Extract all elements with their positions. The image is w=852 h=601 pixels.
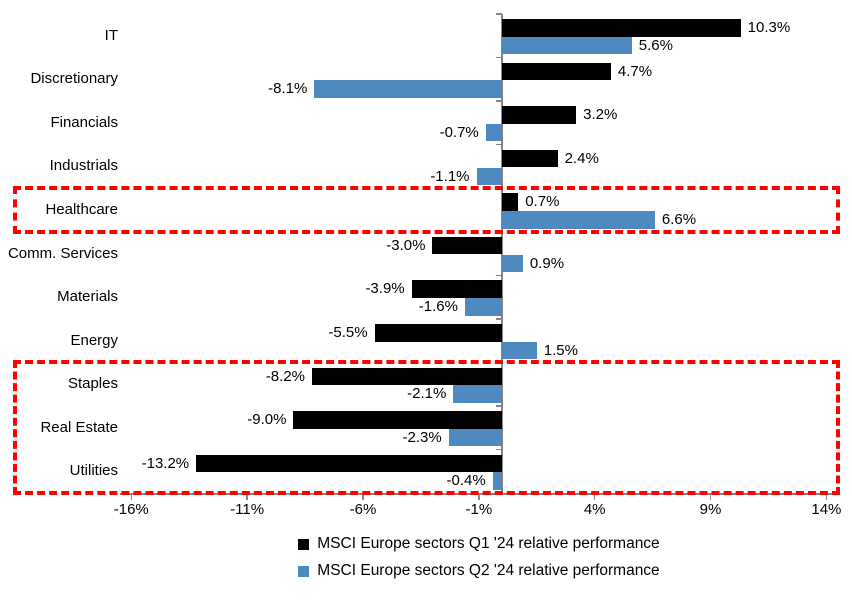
category-label-utilities: Utilities [69,462,118,480]
legend-label-q1: MSCI Europe sectors Q1 '24 relative perf… [317,535,660,552]
value-label-q2-discretionary: -8.1% [268,80,308,98]
bar-q1-industrials [502,149,558,168]
bar-q1-comm-services [432,236,502,255]
y-axis-tick [496,100,502,102]
x-tick-label: -6% [349,501,377,518]
y-axis-tick [496,405,502,407]
bar-q1-financials [502,106,577,124]
x-tick [246,493,248,500]
category-label-industrials: Industrials [49,157,118,175]
x-tick-label: -11% [230,501,265,518]
legend-swatch-q2-icon [298,565,310,577]
value-label-q2-comm-services: 0.9% [529,254,565,272]
value-label-q1-staples: -8.2% [265,367,305,385]
x-tick [593,493,596,500]
category-label-discretionary: Discretionary [30,70,118,88]
value-label-q2-utilities: -0.4% [446,472,486,490]
legend-item-q2: MSCI Europe sectors Q2 '24 relative perf… [298,561,660,581]
value-label-q1-healthcare: 0.7% [525,193,560,211]
bar-q2-industrials [476,167,502,186]
x-tick [362,493,364,500]
x-tick [825,493,828,500]
bar-q2-materials [464,298,502,316]
bar-q1-it [502,19,741,37]
category-label-real-estate: Real Estate [40,418,118,436]
value-label-q2-real-estate: -2.3% [402,428,442,446]
y-axis-tick [496,492,502,494]
bar-q1-staples [312,367,502,386]
bar-q2-discretionary [314,80,502,98]
value-label-q1-discretionary: 4.7% [617,62,653,80]
value-label-q2-industrials: -1.1% [430,167,470,185]
value-label-q1-financials: 3.2% [583,106,618,124]
bar-q2-utilities [492,472,502,490]
bar-q2-healthcare [502,211,655,229]
y-axis [501,14,503,493]
y-axis-tick [496,187,502,189]
bar-q1-healthcare [502,193,519,211]
value-label-q1-utilities: -13.2% [141,454,190,472]
value-label-q2-it: 5.6% [638,36,673,54]
bar-q1-discretionary [502,62,611,81]
y-axis-tick [496,274,502,277]
bar-q1-utilities [196,454,502,473]
bar-q2-staples [453,385,502,403]
y-axis-tick [496,143,502,146]
value-label-q1-real-estate: -9.0% [247,411,287,429]
y-axis-tick [496,13,502,15]
value-label-q2-energy: 1.5% [543,341,578,359]
bar-q2-it [502,36,632,55]
value-label-q2-healthcare: 6.6% [661,211,697,229]
value-label-q1-comm-services: -3.0% [386,236,426,254]
category-label-energy: Energy [70,331,118,349]
x-tick-label: -16% [113,501,149,518]
value-label-q1-energy: -5.5% [328,324,368,342]
x-tick [478,493,480,500]
bar-q2-comm-services [502,254,523,273]
legend-label-q2: MSCI Europe sectors Q2 '24 relative perf… [317,562,660,579]
x-tick-label: 4% [583,501,606,518]
value-label-q1-industrials: 2.4% [564,149,599,167]
y-axis-tick [496,361,502,364]
bar-q2-real-estate [448,428,502,447]
y-axis-tick [496,56,502,59]
y-axis-tick [496,230,502,233]
legend-swatch-q1-icon [298,538,310,550]
category-label-it: IT [104,26,118,44]
legend: MSCI Europe sectors Q1 '24 relative perf… [120,534,838,581]
bar-q2-financials [485,123,502,142]
category-label-comm-services: Comm. Services [7,244,118,262]
x-tick-label: 14% [811,501,842,518]
value-label-q2-financials: -0.7% [439,123,479,141]
value-label-q2-staples: -2.1% [407,385,447,403]
category-label-staples: Staples [67,375,118,393]
bar-q1-materials [411,280,502,298]
legend-item-q1: MSCI Europe sectors Q1 '24 relative perf… [298,534,660,554]
bar-q1-real-estate [293,411,502,429]
category-label-financials: Financials [50,113,118,131]
x-tick [709,493,712,500]
y-axis-tick [496,318,502,320]
category-label-healthcare: Healthcare [45,200,118,218]
category-label-materials: Materials [57,288,118,306]
value-label-q2-materials: -1.6% [418,298,458,316]
value-label-q1-it: 10.3% [747,19,791,37]
x-tick-label: 9% [699,501,722,518]
x-tick-label: -1% [465,501,493,518]
bar-q2-energy [502,341,537,360]
x-tick [130,493,133,500]
y-axis-tick [496,448,502,451]
value-label-q1-materials: -3.9% [365,280,405,298]
bar-q1-energy [374,324,502,342]
